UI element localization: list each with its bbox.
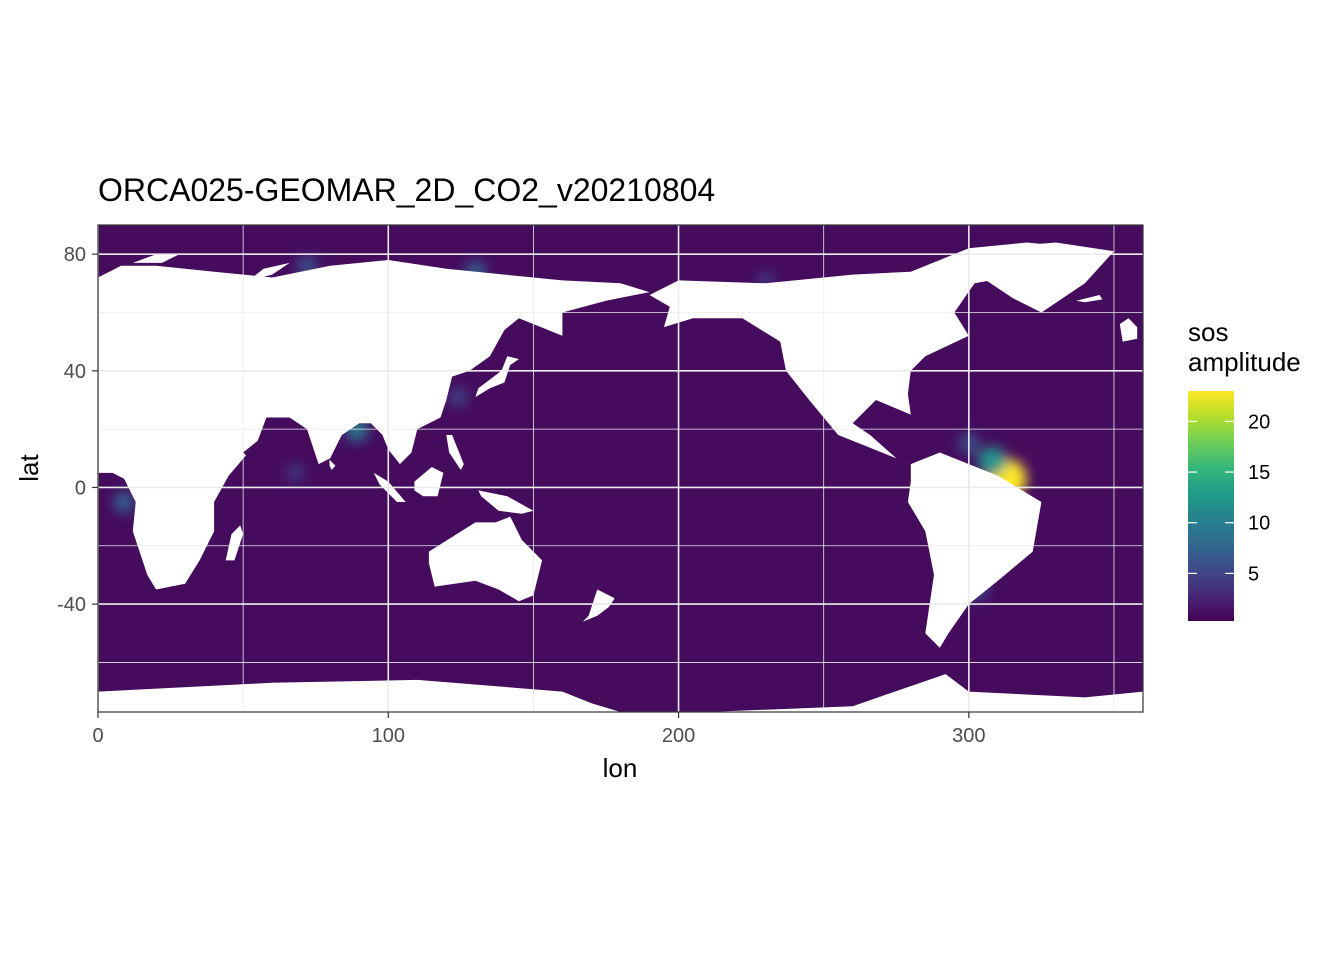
land-polygon-17 xyxy=(446,435,464,470)
y-tick-label-3: 80 xyxy=(64,244,86,266)
land-polygon-0 xyxy=(98,260,650,590)
panel-border xyxy=(97,224,1144,713)
land-polygon-8 xyxy=(414,467,444,497)
x-tick-label-1: 100 xyxy=(372,725,405,747)
land-polygon-15 xyxy=(132,254,180,263)
land-polygon-13 xyxy=(1076,295,1103,303)
hotspot-1 xyxy=(977,446,1007,476)
plot-panel xyxy=(97,224,1144,713)
grid-layer xyxy=(98,225,1143,712)
y-tick-label-1: 0 xyxy=(75,477,86,499)
x-tick-label-0: 0 xyxy=(92,725,103,747)
legend: sos amplitude 5 10 15 20 xyxy=(1188,317,1301,621)
land-polygon-7 xyxy=(475,356,519,398)
x-axis-label: lon xyxy=(603,753,638,783)
land-polygon-6 xyxy=(225,525,244,561)
legend-tick-label-2: 15 xyxy=(1248,462,1270,484)
land-polygon-14 xyxy=(1119,318,1138,342)
land-polygon-16 xyxy=(248,262,290,281)
hotspot-8 xyxy=(448,387,468,407)
land-polygon-1 xyxy=(428,516,543,602)
land-polygon-2 xyxy=(649,242,1085,465)
land-polygon-12 xyxy=(329,459,336,470)
y-axis-label: lat xyxy=(14,453,44,481)
x-tick-label-2: 200 xyxy=(662,725,695,747)
legend-title-line-1: sos xyxy=(1188,317,1228,347)
y-axis: -40 0 40 80 xyxy=(57,244,98,616)
legend-colorbar xyxy=(1188,391,1234,621)
x-tick-label-3: 300 xyxy=(952,725,985,747)
x-axis: 0 100 200 300 xyxy=(92,712,986,747)
y-tick-label-0: -40 xyxy=(57,594,86,616)
land-polygon-10 xyxy=(478,490,534,514)
legend-tick-label-3: 20 xyxy=(1248,411,1270,433)
y-tick-label-2: 40 xyxy=(64,361,86,383)
land-polygon-4 xyxy=(968,242,1114,313)
legend-tick-label-0: 5 xyxy=(1248,563,1259,585)
legend-title-line-2: amplitude xyxy=(1188,347,1301,377)
chart-title: ORCA025-GEOMAR_2D_CO2_v20210804 xyxy=(98,172,715,208)
hotspot-5 xyxy=(113,491,136,513)
land-polygon-5 xyxy=(98,674,1143,712)
land-layer xyxy=(98,242,1143,712)
legend-ticks: 5 10 15 20 xyxy=(1188,411,1270,585)
land-polygon-11 xyxy=(582,589,615,622)
land-polygon-3 xyxy=(907,452,1042,648)
hotspot-4 xyxy=(286,464,305,482)
legend-tick-label-1: 10 xyxy=(1248,513,1270,535)
